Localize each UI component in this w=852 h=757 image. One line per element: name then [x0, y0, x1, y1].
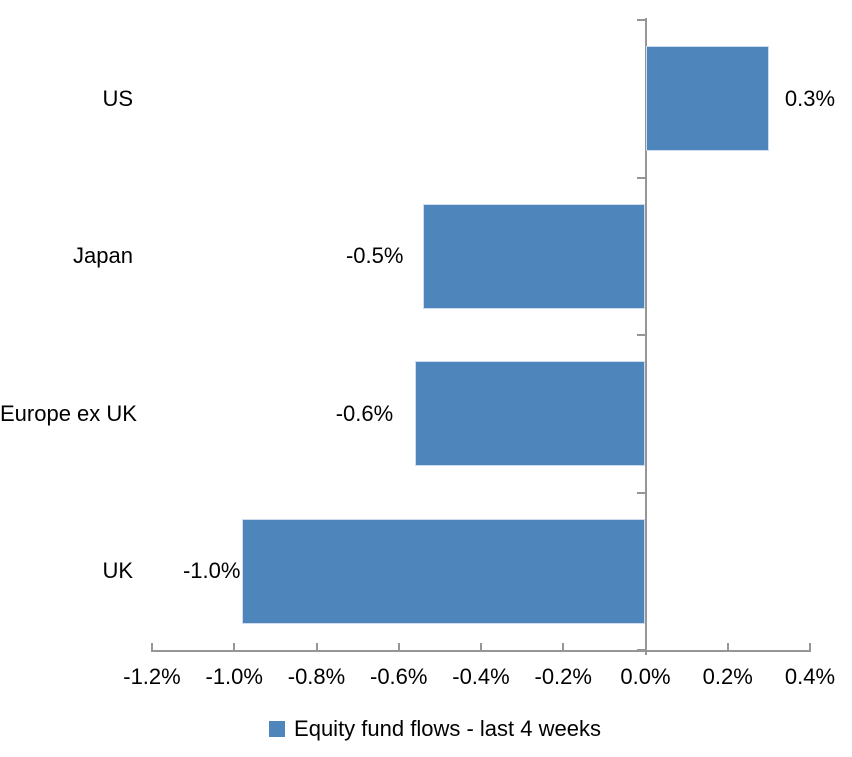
- x-axis-tick-label: -0.6%: [370, 664, 428, 689]
- x-axis-tick-label: -1.0%: [205, 664, 263, 689]
- x-axis-tick: [315, 643, 318, 650]
- y-axis-tick: [636, 649, 645, 651]
- bar-us: [645, 46, 769, 152]
- category-label-japan: Japan: [73, 243, 133, 269]
- bar-europe-ex-uk: [415, 361, 646, 467]
- x-axis-tick: [480, 643, 482, 650]
- data-label-japan: -0.5%: [345, 243, 404, 269]
- data-label-uk: -1.0%: [182, 558, 241, 584]
- bar-japan: [423, 203, 646, 309]
- x-axis-tick-label: 0.4%: [784, 664, 836, 689]
- y-axis-tick: [636, 19, 645, 21]
- x-axis-tick: [397, 643, 400, 650]
- legend-label: Equity fund flows - last 4 weeks: [294, 716, 601, 741]
- y-axis-line: [644, 18, 647, 655]
- x-axis-tick-label: -0.4%: [452, 664, 510, 689]
- x-axis-tick-label: -0.8%: [287, 664, 346, 689]
- x-axis-tick: [809, 643, 811, 650]
- y-axis-tick: [636, 176, 645, 179]
- x-axis-tick-label: -0.2%: [534, 664, 592, 689]
- category-label-uk: UK: [102, 558, 133, 584]
- x-axis-tick: [644, 643, 647, 650]
- x-axis-line: [151, 650, 811, 652]
- bar-uk: [242, 518, 646, 624]
- x-axis-tick: [151, 643, 153, 650]
- data-label-us: 0.3%: [784, 85, 836, 111]
- y-axis-tick: [636, 491, 645, 494]
- category-label-us: US: [102, 85, 133, 111]
- x-axis-tick: [726, 643, 729, 650]
- legend-marker-icon: [269, 721, 286, 737]
- y-axis-tick: [636, 334, 645, 336]
- x-axis-tick-label: 0.0%: [620, 664, 671, 689]
- x-axis-tick: [233, 643, 236, 650]
- legend: Equity fund flows - last 4 weeks: [18, 716, 852, 742]
- x-axis-tick: [562, 643, 565, 650]
- category-label-europe-ex-uk: Europe ex UK: [0, 400, 137, 426]
- data-label-europe-ex-uk: -0.6%: [335, 400, 394, 426]
- x-axis-tick-label: -1.2%: [123, 664, 181, 689]
- x-axis-tick-label: 0.2%: [702, 664, 753, 689]
